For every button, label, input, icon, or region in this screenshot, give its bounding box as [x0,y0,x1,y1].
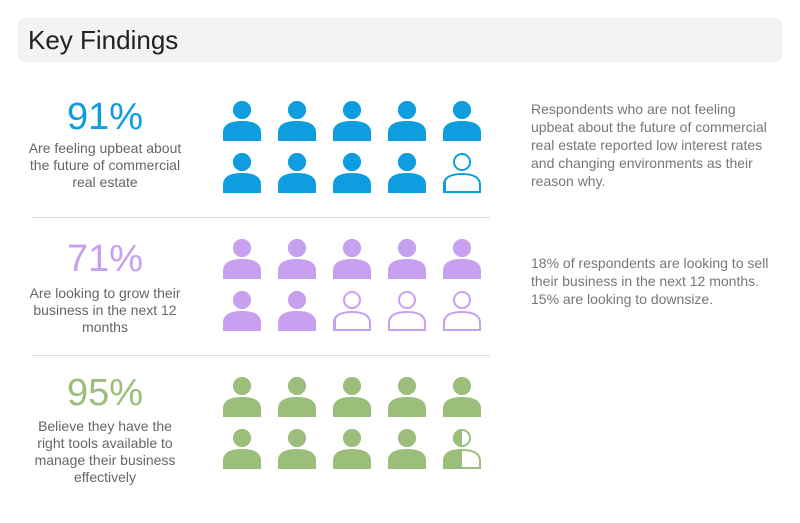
person-icon [443,291,481,331]
person-icon [278,239,316,279]
person-icon [388,377,426,417]
person-icon [388,153,426,193]
person-icon [443,429,481,469]
person-icon [223,291,261,331]
finding-percent: 95% [66,372,144,414]
finding-percent: 71% [66,238,144,280]
person-icon [333,377,371,417]
person-icon [443,101,481,141]
person-icon [223,239,261,279]
finding-label: Are feeling upbeat about the future of c… [28,140,182,190]
person-icon [333,101,371,141]
person-icon [278,429,316,469]
person-icon [223,101,261,141]
finding-note: Respondents who are not feeling upbeat a… [531,101,767,189]
person-icon [278,377,316,417]
finding-percent: 91% [66,96,144,138]
person-icon [278,291,316,331]
person-icon [333,153,371,193]
title-bar: Key Findings [18,18,782,62]
person-icon [388,291,426,331]
person-icon [388,429,426,469]
divider [32,355,490,356]
finding-label: Believe they have the right tools availa… [34,418,176,485]
person-icon [278,153,316,193]
title: Key Findings [28,25,179,55]
person-icon [443,377,481,417]
person-icon [388,101,426,141]
person-icon [333,291,371,331]
person-icon [443,153,481,193]
person-icon [333,429,371,469]
person-icon [333,239,371,279]
finding-label: Are looking to grow their business in th… [29,285,181,335]
person-icon [223,153,261,193]
divider [32,217,490,218]
finding-note: 18% of respondents are looking to sell t… [531,255,769,307]
person-icon [223,377,261,417]
person-icon [223,429,261,469]
person-icon [443,239,481,279]
person-icon [388,239,426,279]
person-icon [278,101,316,141]
